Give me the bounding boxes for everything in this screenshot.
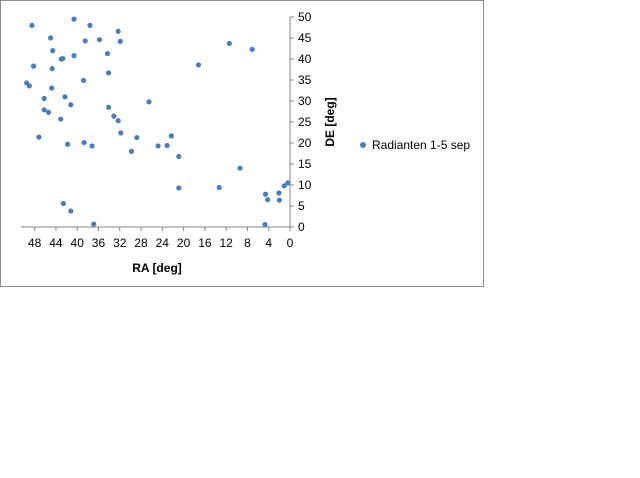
x-tick-label: 12 (219, 236, 233, 250)
data-point (118, 130, 124, 136)
legend-label: Radianten 1-5 sep (372, 138, 470, 152)
data-point (146, 99, 152, 105)
y-tick-label: 40 (298, 52, 312, 66)
data-point (226, 40, 232, 47)
data-point (71, 53, 77, 59)
data-point (195, 62, 202, 68)
data-point (117, 38, 123, 44)
data-point (71, 16, 77, 22)
y-axis-title: DE [deg] (323, 97, 337, 146)
data-points (24, 16, 291, 228)
x-tick-label: 40 (71, 236, 85, 250)
data-point (111, 113, 117, 119)
data-point (48, 35, 54, 41)
data-point (58, 116, 64, 122)
data-point (265, 197, 271, 203)
data-point (30, 63, 37, 69)
data-point (128, 148, 135, 154)
data-point (82, 38, 88, 44)
data-point (41, 107, 47, 113)
y-axis-ticks: 0 5 10 15 20 25 30 35 40 45 50 (290, 10, 312, 234)
data-point (91, 221, 97, 227)
data-point (36, 134, 42, 140)
x-tick-label: 16 (198, 236, 212, 250)
data-point (60, 200, 66, 207)
x-tick-label: 48 (28, 236, 42, 250)
data-point (105, 70, 112, 76)
data-point (80, 77, 87, 84)
y-tick-label: 20 (298, 136, 312, 150)
y-tick-label: 35 (298, 73, 312, 87)
data-point (262, 221, 268, 228)
data-point (45, 109, 52, 115)
y-tick-label: 5 (298, 199, 305, 213)
data-point (49, 66, 55, 72)
y-tick-label: 10 (298, 178, 312, 192)
y-tick-label: 25 (298, 115, 312, 129)
data-point (237, 165, 243, 171)
data-point (155, 143, 161, 149)
data-point (89, 143, 95, 149)
data-point (26, 83, 32, 89)
y-tick-label: 50 (298, 10, 312, 24)
data-point (60, 55, 66, 62)
data-point (81, 139, 87, 146)
data-point (285, 180, 291, 186)
data-point (164, 142, 170, 149)
data-point (276, 197, 282, 203)
x-tick-label: 44 (49, 236, 63, 250)
legend: Radianten 1-5 sep (360, 138, 470, 152)
x-tick-label: 0 (287, 236, 294, 250)
x-tick-label: 32 (113, 236, 127, 250)
data-point (134, 134, 140, 141)
data-point (41, 95, 47, 102)
x-tick-label: 4 (265, 236, 272, 250)
data-point (29, 22, 35, 28)
x-tick-label: 8 (244, 236, 251, 250)
data-point (87, 22, 93, 28)
x-tick-label: 36 (92, 236, 106, 250)
data-point (68, 208, 74, 214)
chart-area: 48 44 40 36 32 28 24 20 16 12 8 4 0 0 5 10 15 20 25 30 35 40… (0, 0, 484, 287)
x-tick-label: 24 (156, 236, 170, 250)
y-tick-label: 0 (298, 220, 305, 234)
x-tick-label: 20 (177, 236, 191, 250)
data-point (216, 184, 222, 191)
data-point (281, 183, 287, 189)
data-point (249, 46, 255, 52)
data-point (62, 94, 68, 100)
data-point (115, 118, 121, 124)
data-point (176, 153, 182, 160)
data-point (168, 133, 174, 139)
data-point (68, 102, 74, 108)
legend-marker (360, 142, 366, 148)
data-point (65, 141, 71, 147)
x-tick-label: 28 (134, 236, 148, 250)
x-axis-title: RA [deg] (132, 261, 182, 275)
data-point (104, 50, 111, 57)
data-point (176, 185, 182, 191)
data-point (50, 48, 56, 54)
data-point (115, 28, 121, 34)
data-point (96, 37, 103, 43)
scatter-chart: 48 44 40 36 32 28 24 20 16 12 8 4 0 0510152025303540… (21, 10, 470, 275)
y-tick-label: 30 (298, 94, 312, 108)
y-tick-label: 45 (298, 31, 312, 45)
data-point (105, 104, 112, 110)
x-axis-ticks: 48 44 40 36 32 28 24 20 16 12 8 4 0 (28, 227, 294, 250)
plot-area: 48 44 40 36 32 28 24 20 16 12 8 4 0 0510152025303540… (21, 10, 312, 250)
data-point (49, 85, 55, 91)
data-point (276, 190, 282, 196)
y-tick-label: 15 (298, 157, 312, 171)
data-point (262, 191, 269, 197)
